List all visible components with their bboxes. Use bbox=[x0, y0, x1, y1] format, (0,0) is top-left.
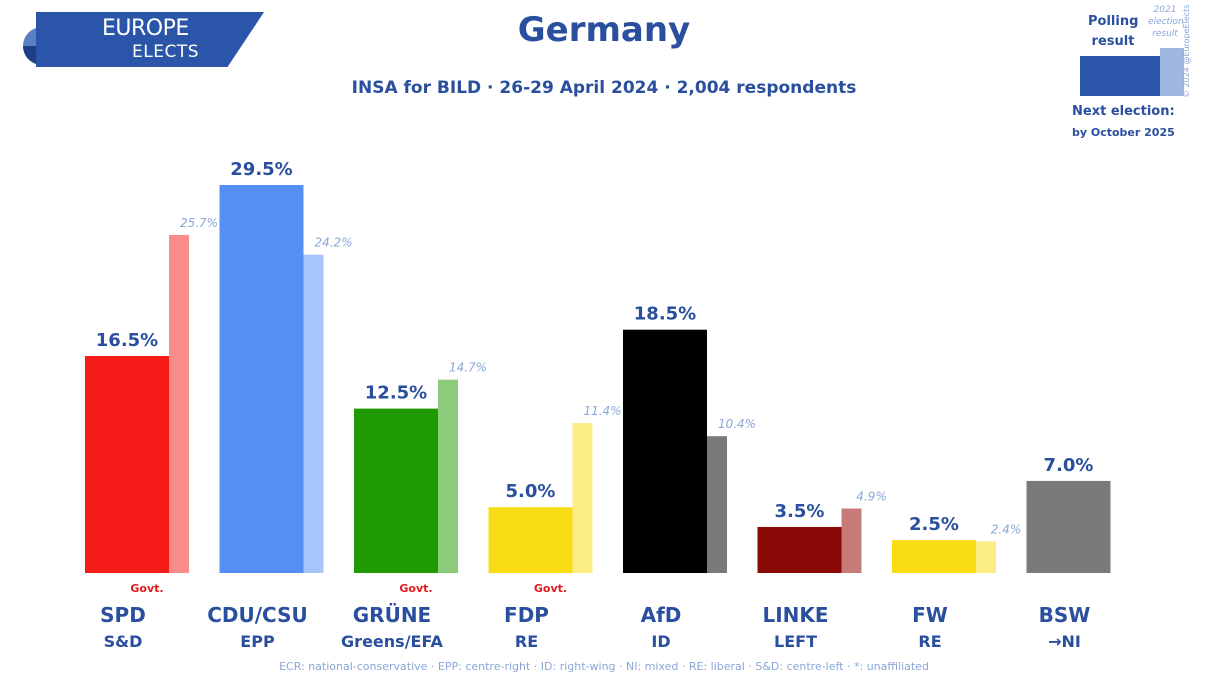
party-group-fdp: RE bbox=[515, 632, 538, 651]
bar-2021-fw bbox=[976, 541, 996, 573]
govt-marker-gr-ne: Govt. bbox=[399, 582, 432, 595]
bar-2021-cdu-csu bbox=[303, 254, 324, 573]
next-election-date: by October 2025 bbox=[1072, 126, 1175, 139]
legend-polling-label: Polling result bbox=[1088, 14, 1139, 49]
bar-2021-linke bbox=[841, 508, 862, 573]
label-2021-afd: 10.4% bbox=[718, 417, 756, 431]
label-poll-cdu-csu: 29.5% bbox=[230, 159, 292, 180]
bar-poll-fw bbox=[892, 540, 976, 573]
party-group-linke: LEFT bbox=[774, 632, 817, 651]
brand-line-1: EUROPE bbox=[102, 16, 189, 41]
label-poll-spd: 16.5% bbox=[96, 330, 158, 351]
party-name-afd: AfD bbox=[641, 603, 682, 627]
brand-line-2: ELECTS bbox=[132, 42, 199, 62]
label-poll-afd: 18.5% bbox=[634, 304, 696, 325]
label-2021-fdp: 11.4% bbox=[583, 404, 621, 418]
label-poll-fdp: 5.0% bbox=[506, 481, 556, 502]
label-poll-linke: 3.5% bbox=[775, 501, 825, 522]
label-2021-spd: 25.7% bbox=[180, 216, 218, 230]
party-name-bsw: BSW bbox=[1039, 603, 1091, 627]
label-2021-cdu-csu: 24.2% bbox=[314, 236, 352, 250]
next-election-label: Next election: bbox=[1072, 104, 1175, 119]
party-group-bsw: →NI bbox=[1048, 632, 1081, 651]
legend: Polling result 2021 election result © 20… bbox=[1072, 4, 1191, 139]
bar-poll-cdu-csu bbox=[219, 185, 304, 573]
bar-2021-fdp bbox=[572, 423, 593, 573]
label-2021-gr-ne: 14.7% bbox=[449, 361, 487, 375]
chart-title: Germany bbox=[517, 10, 691, 50]
party-name-linke: LINKE bbox=[762, 603, 828, 627]
legend-election-label: 2021 election result bbox=[1148, 5, 1184, 39]
label-poll-fw: 2.5% bbox=[909, 514, 959, 535]
bar-poll-fdp bbox=[488, 507, 573, 573]
chart-subtitle: INSA for BILD · 26-29 April 2024 · 2,004… bbox=[351, 78, 857, 98]
logo-band bbox=[36, 12, 264, 67]
party-name-fdp: FDP bbox=[504, 603, 549, 627]
party-name-spd: SPD bbox=[100, 603, 146, 627]
legend-election-swatch bbox=[1160, 48, 1184, 96]
europe-elects-logo: EUROPE ELECTS bbox=[14, 10, 264, 68]
label-poll-bsw: 7.0% bbox=[1044, 455, 1094, 476]
bar-poll-linke bbox=[757, 526, 842, 573]
bar-poll-spd bbox=[85, 355, 169, 573]
footer-glossary: ECR: national-conservative · EPP: centre… bbox=[279, 660, 929, 673]
bar-2021-spd bbox=[169, 234, 189, 573]
party-group-fw: RE bbox=[918, 632, 941, 651]
bar-poll-afd bbox=[623, 329, 707, 573]
party-group-cdu-csu: EPP bbox=[240, 632, 275, 651]
label-poll-gr-ne: 12.5% bbox=[365, 383, 427, 404]
party-name-cdu-csu: CDU/CSU bbox=[207, 603, 308, 627]
party-group-gr-ne: Greens/EFA bbox=[341, 632, 444, 651]
party-group-afd: ID bbox=[651, 632, 670, 651]
label-2021-fw: 2.4% bbox=[991, 522, 1022, 536]
govt-marker-spd: Govt. bbox=[130, 582, 163, 595]
party-name-fw: FW bbox=[912, 603, 948, 627]
party-name-gr-ne: GRÜNE bbox=[353, 603, 431, 627]
legend-polling-swatch bbox=[1080, 56, 1160, 96]
bar-poll-bsw bbox=[1026, 480, 1111, 573]
govt-marker-fdp: Govt. bbox=[534, 582, 567, 595]
label-2021-linke: 4.9% bbox=[856, 490, 887, 504]
bar-poll-gr-ne bbox=[354, 408, 438, 573]
party-group-spd: S&D bbox=[104, 632, 143, 651]
bar-2021-gr-ne bbox=[438, 379, 458, 573]
bar-2021-afd bbox=[707, 436, 727, 573]
